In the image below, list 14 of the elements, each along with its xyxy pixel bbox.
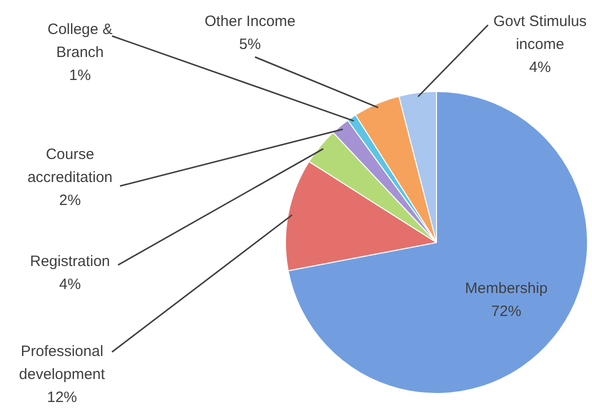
- data-label: 12%: [46, 389, 78, 406]
- slice-label: Govt Stimulus income: [493, 13, 587, 54]
- slice-label: Membership: [465, 280, 548, 297]
- data-label: 2%: [59, 192, 81, 210]
- slice-label: Other Income: [204, 13, 296, 30]
- data-label: 72%: [491, 302, 522, 320]
- slice-label: Course accreditation: [27, 146, 113, 186]
- data-label: 1%: [69, 67, 91, 84]
- slice-label: Registration: [30, 253, 110, 270]
- data-label: 4%: [59, 276, 81, 294]
- slice-label: Professional development: [19, 343, 106, 384]
- data-label: 4%: [529, 59, 551, 76]
- data-label: 5%: [239, 36, 261, 54]
- slice-label: College & Branch: [47, 21, 113, 62]
